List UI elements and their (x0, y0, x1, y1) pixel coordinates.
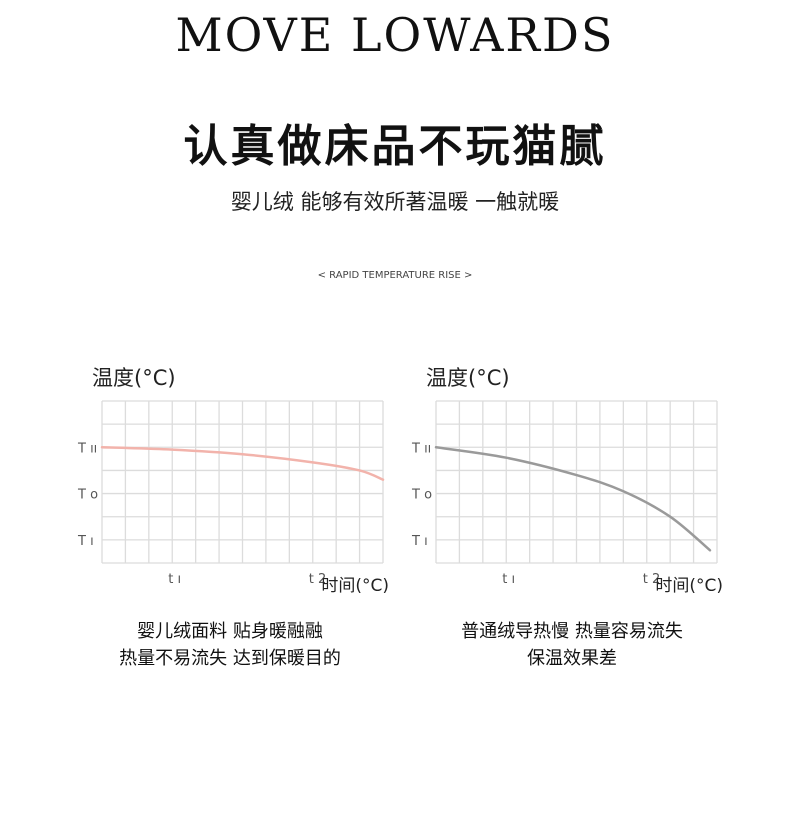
x-tick-label: t ı (502, 572, 515, 587)
temperature-curve (100, 446, 385, 481)
x-tick-label: t 2 (309, 572, 327, 587)
x-axis-label: 时间(°C) (321, 576, 389, 595)
headline: 认真做床品不玩猫腻 (183, 121, 607, 172)
x-tick-label: t 2 (643, 572, 661, 587)
caption-baby-velvet: 婴儿绒面料 贴身暖融融 热量不易流失 达到保暖目的 (60, 618, 400, 672)
y-tick-label: T o (77, 488, 98, 503)
y-tick-label: T ı (411, 534, 428, 549)
tagline: < RAPID TEMPERATURE RISE > (317, 270, 473, 281)
x-axis-label: 时间(°C) (655, 576, 723, 595)
caption-line: 婴儿绒面料 贴身暖融融 (137, 621, 323, 642)
y-axis-label: 温度(°C) (426, 366, 510, 390)
y-tick-label: T ıı (411, 441, 431, 456)
chart-baby-velvet: 温度(°C) T ıı T o T ı t ı t 2时间(°C) (77, 366, 389, 595)
y-tick-label: T ıı (77, 441, 97, 456)
subtitle: 婴儿绒 能够有效所著温暖 一触就暖 (230, 190, 560, 214)
x-tick-label: t ı (168, 572, 181, 587)
y-axis-label: 温度(°C) (92, 366, 176, 390)
chart-ordinary-velvet: 温度(°C) T ıı T o T ı t ı t 2时间(°C) (411, 366, 723, 595)
caption-line: 保温效果差 (527, 648, 617, 669)
caption-line: 热量不易流失 达到保暖目的 (119, 648, 341, 669)
caption-line: 普通绒导热慢 热量容易流失 (461, 621, 683, 642)
caption-ordinary-velvet: 普通绒导热慢 热量容易流失 保温效果差 (402, 618, 742, 672)
brand-logo-text: MOVE LOWARDS (175, 8, 615, 62)
temperature-curve (434, 446, 712, 552)
y-tick-label: T ı (77, 534, 94, 549)
y-tick-label: T o (411, 488, 432, 503)
